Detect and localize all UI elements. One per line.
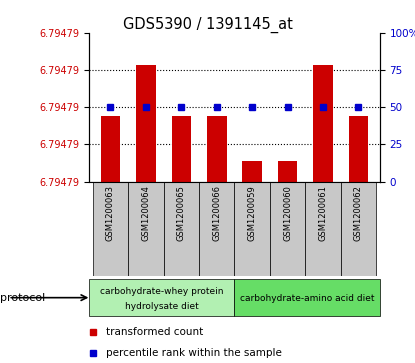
Text: GSM1200059: GSM1200059 (248, 185, 257, 241)
Bar (234, 182, 270, 276)
Text: GSM1200061: GSM1200061 (319, 185, 327, 241)
Text: transformed count: transformed count (106, 327, 203, 337)
Bar (93, 182, 128, 276)
Text: GSM1200062: GSM1200062 (354, 185, 363, 241)
Text: GSM1200066: GSM1200066 (212, 185, 221, 241)
Text: percentile rank within the sample: percentile rank within the sample (106, 348, 282, 358)
Bar (171, 116, 191, 182)
Text: carbohydrate-whey protein: carbohydrate-whey protein (100, 287, 224, 295)
Bar (207, 116, 227, 182)
Bar (313, 65, 333, 182)
Text: carbohydrate-amino acid diet: carbohydrate-amino acid diet (240, 294, 374, 303)
Text: protocol: protocol (0, 293, 45, 303)
Bar (199, 182, 234, 276)
Bar (242, 161, 262, 182)
FancyBboxPatch shape (89, 280, 234, 316)
Bar (136, 65, 156, 182)
Text: hydrolysate diet: hydrolysate diet (125, 302, 199, 311)
Bar (270, 182, 305, 276)
Text: GSM1200065: GSM1200065 (177, 185, 186, 241)
Bar (305, 182, 341, 276)
Bar (349, 116, 368, 182)
FancyBboxPatch shape (234, 280, 380, 316)
Text: GSM1200063: GSM1200063 (106, 185, 115, 241)
Text: GSM1200060: GSM1200060 (283, 185, 292, 241)
Text: GSM1200064: GSM1200064 (142, 185, 150, 241)
Bar (278, 161, 298, 182)
Bar (164, 182, 199, 276)
Text: GDS5390 / 1391145_at: GDS5390 / 1391145_at (122, 16, 293, 33)
Bar (341, 182, 376, 276)
Bar (101, 116, 120, 182)
Bar (128, 182, 164, 276)
